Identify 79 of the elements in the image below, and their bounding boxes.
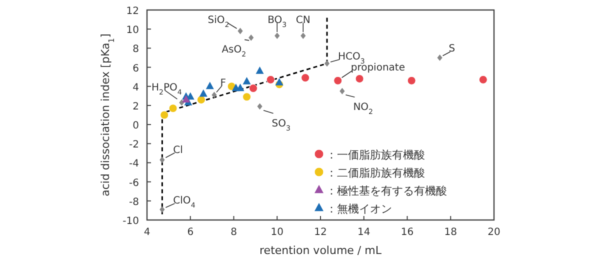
annotation: CN (296, 14, 310, 32)
y-tick-label: 8 (132, 44, 139, 56)
annotation: AsO$_{2}$ (222, 44, 246, 59)
point (238, 28, 243, 34)
annotation: HCO$_{3}$ (338, 51, 365, 66)
y-tick-label: 12 (126, 6, 139, 17)
point (478, 75, 488, 84)
point (257, 103, 262, 110)
x-tick-label: 12 (314, 227, 327, 238)
annotation: NO$_{2}$ (353, 102, 374, 116)
annotation: NO$_{2}$ (345, 94, 374, 116)
x-tick-label: 14 (358, 227, 370, 238)
point (212, 92, 217, 98)
annotation: propionate (350, 62, 405, 74)
annotation: ClO$_{4}$ (173, 196, 196, 210)
annotation: S (442, 44, 456, 56)
annotation: F (216, 78, 226, 93)
annotation: ClO$_{4}$ (165, 196, 196, 210)
y-tick-label: 4 (132, 82, 139, 94)
annotation: Cl (173, 144, 183, 156)
point (236, 84, 244, 92)
legend-label: ：二価脂肪族有機酸 (326, 166, 425, 180)
point (266, 75, 275, 84)
y-tick-label: -6 (129, 178, 139, 189)
point (206, 82, 214, 90)
point (168, 104, 178, 113)
annotation: BO$_{3}$ (268, 14, 287, 32)
point (407, 76, 416, 85)
annotation: SO$_{3}$ (272, 118, 290, 132)
legend-label: ：無機イオン (326, 202, 392, 216)
point (256, 66, 264, 74)
point (249, 84, 258, 93)
x-axis-title: retention volume / mL (260, 244, 382, 257)
annotation: SiO$_{2}$ (208, 15, 238, 29)
legend-label: ：極性基を有する有機酸 (326, 184, 447, 198)
point (300, 32, 306, 39)
y-tick-label: 10 (126, 25, 139, 36)
point (340, 88, 345, 94)
y-tick-label: 2 (132, 101, 139, 112)
annotation: AsO$_{2}$ (222, 39, 250, 59)
annotation: HCO$_{3}$ (330, 51, 365, 66)
point (355, 74, 364, 83)
point (324, 60, 330, 67)
annotation: BO$_{3}$ (268, 14, 287, 29)
legend-label: ：一価脂肪族有機酸 (326, 148, 425, 162)
point (334, 76, 342, 85)
point (199, 89, 208, 97)
point (275, 78, 284, 86)
x-tick-label: 10 (270, 227, 284, 238)
annotation: SiO$_{2}$ (208, 15, 230, 29)
annotation: SO$_{3}$ (263, 110, 290, 132)
y-tick-label: -8 (129, 196, 139, 208)
point (160, 206, 165, 213)
x-tick-label: 20 (488, 227, 500, 238)
y-tick-label: -2 (129, 140, 139, 151)
point (437, 54, 442, 61)
annotation: CN (296, 14, 310, 26)
annotation: propionate (341, 62, 405, 78)
point (242, 76, 251, 84)
x-tick-label: 18 (444, 227, 457, 238)
annotation: H$_{2}$PO$_{4}$ (152, 82, 182, 100)
y-tick-label: -4 (129, 158, 139, 170)
point (301, 74, 310, 82)
point (160, 156, 165, 164)
x-tick-label: 6 (187, 227, 194, 238)
point (160, 110, 169, 120)
annotation: F (220, 78, 226, 89)
point (242, 92, 252, 102)
annotation: Cl (165, 144, 183, 158)
point (248, 34, 254, 41)
annotation: S (448, 44, 456, 55)
y-tick-label: 0 (132, 120, 139, 132)
y-tick-label: -10 (122, 216, 139, 227)
x-tick-label: 8 (230, 227, 237, 238)
x-tick-label: 4 (144, 227, 150, 238)
point (196, 95, 206, 104)
x-tick-label: 16 (400, 227, 414, 238)
point (274, 32, 280, 39)
y-tick-label: 6 (132, 63, 139, 74)
